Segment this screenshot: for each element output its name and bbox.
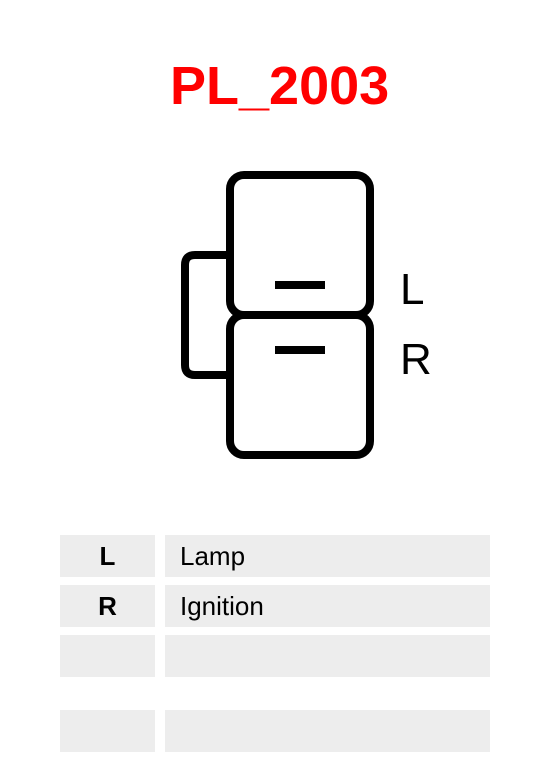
pin-desc-cell: Ignition	[165, 585, 490, 627]
pin-label-l: L	[400, 265, 424, 315]
pin-code-cell: L	[60, 535, 155, 577]
table-row	[60, 635, 490, 677]
connector-diagram: L R	[175, 165, 475, 475]
pin-desc-cell	[165, 635, 490, 677]
pin-code-cell: R	[60, 585, 155, 627]
pin-code-cell	[60, 635, 155, 677]
diagram-title: PL_2003	[170, 55, 389, 117]
pin-legend-table: L Lamp R Ignition	[60, 535, 490, 760]
table-row: R Ignition	[60, 585, 490, 627]
table-row: L Lamp	[60, 535, 490, 577]
pin-code-cell	[60, 710, 155, 752]
pin-desc-cell: Lamp	[165, 535, 490, 577]
connector-shape	[175, 165, 385, 465]
pin-desc-cell	[165, 710, 490, 752]
table-row	[60, 710, 490, 752]
pin-label-r: R	[400, 335, 432, 385]
